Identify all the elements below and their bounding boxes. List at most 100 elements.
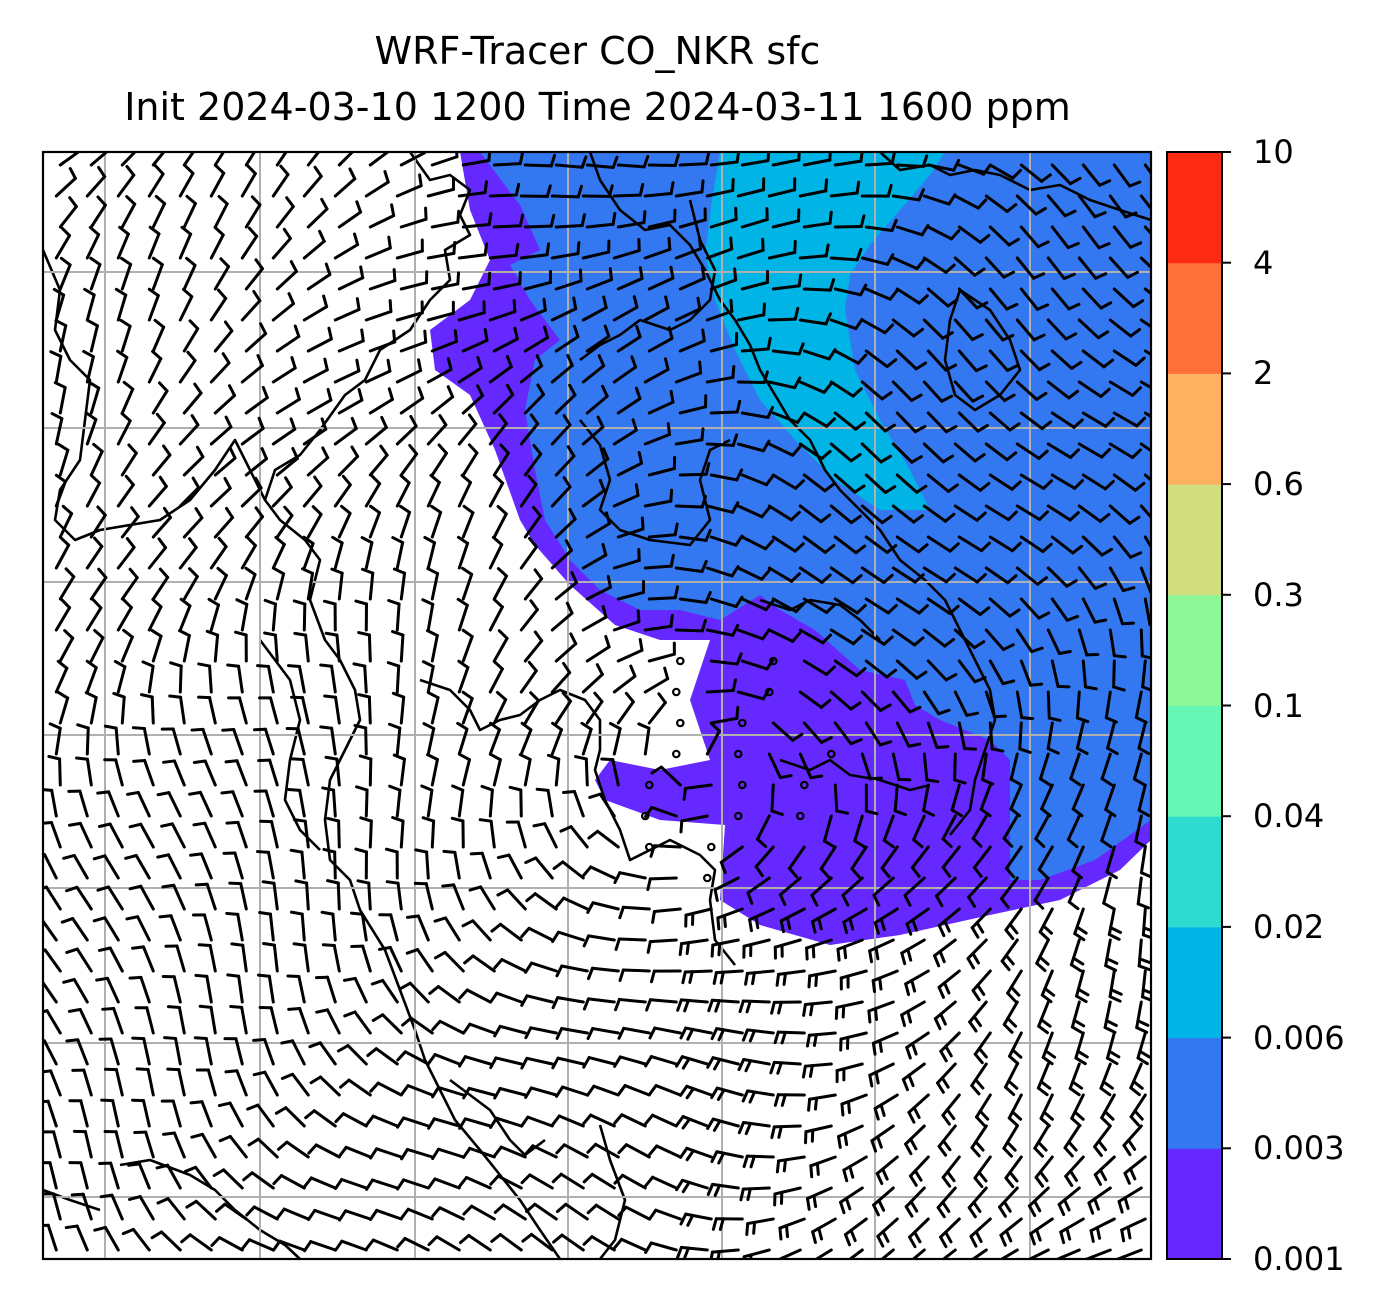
wind-barb [161,974,182,1004]
wind-barb [616,154,650,169]
wind-barb [523,153,556,168]
wind-barb [679,814,709,834]
wind-barb [258,910,275,942]
wind-barb [496,888,527,911]
wind-barb [1089,1217,1116,1243]
wind-barb [971,814,988,848]
wind-barb [678,394,708,415]
wind-barb [767,240,797,260]
wind-barb [833,349,868,365]
wind-barb [550,601,574,632]
wind-barb [616,450,643,477]
calm-wind-marker [737,780,747,790]
wind-barb [488,535,504,570]
wind-barb [650,765,682,787]
wind-barb [213,566,228,601]
wind-barb [182,319,200,353]
wind-barb [441,883,465,911]
wind-barb [835,1062,864,1084]
wind-barb [1002,1000,1019,1034]
wind-barb [217,1101,244,1128]
wind-barb [1019,473,1053,490]
wind-barb [554,324,580,353]
wind-barb [788,845,806,879]
colorbar-segment [1167,1148,1222,1260]
wind-barb [116,411,132,446]
wind-barb [736,302,766,322]
wind-barb [240,536,257,570]
wind-barb [1050,659,1071,689]
wind-barb [364,299,393,322]
wind-barb [554,268,583,291]
map-title-line2: Init 2024-03-10 1200 Time 2024-03-11 160… [124,85,1071,129]
wind-barb [213,152,226,167]
wind-barb [342,976,368,1004]
wind-barb [209,476,232,508]
wind-barb [349,911,368,942]
wind-barb [272,566,286,601]
wind-barb [333,167,357,198]
wind-barb [705,501,740,514]
wind-barb [86,318,99,353]
wind-barb [520,1115,554,1128]
wind-barb [520,1056,554,1070]
coastline-segment [419,678,737,966]
wind-barb [368,387,394,415]
wind-barb [523,325,550,353]
wind-barb [1108,566,1136,593]
wind-barb [1015,690,1035,721]
wind-barb [984,566,1018,585]
wind-barb [334,1177,368,1191]
wind-barb [151,256,164,291]
wind-barb [648,1026,682,1040]
wind-barb [709,399,742,415]
wind-barb [119,256,133,291]
wind-barb [1034,814,1050,848]
wind-barb [1139,442,1151,453]
wind-barb [1004,845,1023,879]
wind-barb [289,848,306,880]
colorbar-tick-label: 0.3 [1253,575,1304,614]
wind-barb [829,690,862,711]
wind-barb [1018,721,1032,754]
wind-barb [805,1031,837,1048]
wind-barb [1120,1217,1147,1243]
wind-barb [160,727,182,756]
wind-barb [400,1084,434,1097]
wind-barb [197,943,217,973]
wind-barb [462,1086,496,1100]
wind-barb [860,690,892,712]
colorbar-tick-label: 0.006 [1253,1018,1345,1057]
wind-barb [178,476,201,508]
wind-barb [555,1143,589,1159]
wind-barb [89,152,109,167]
wind-barb [182,194,197,229]
wind-barb [113,659,127,694]
wind-barb [195,1068,217,1097]
wind-barb [518,753,532,787]
wind-barb [160,822,186,849]
wind-barb [1081,225,1111,250]
colorbar-segment [1167,484,1222,596]
wind-barb [1070,1093,1085,1128]
wind-barb [839,969,868,991]
wind-barb [209,352,231,384]
wind-barb [740,336,772,353]
wind-barb [307,1143,341,1159]
wind-barb [1081,535,1113,557]
wind-barb [276,1207,310,1221]
wind-barb [1112,659,1126,692]
wind-barb [492,271,522,291]
wind-barb [421,660,435,694]
wind-barb [103,1130,124,1159]
wind-barb [98,1161,120,1190]
wind-barb [833,721,863,746]
wind-barb [458,752,471,787]
wind-barb [833,411,866,431]
wind-barb [399,152,426,167]
wind-barb [147,597,163,632]
wind-barb [523,568,544,601]
wind-barb [771,721,804,742]
wind-barb [953,690,980,717]
wind-barb [585,447,610,477]
